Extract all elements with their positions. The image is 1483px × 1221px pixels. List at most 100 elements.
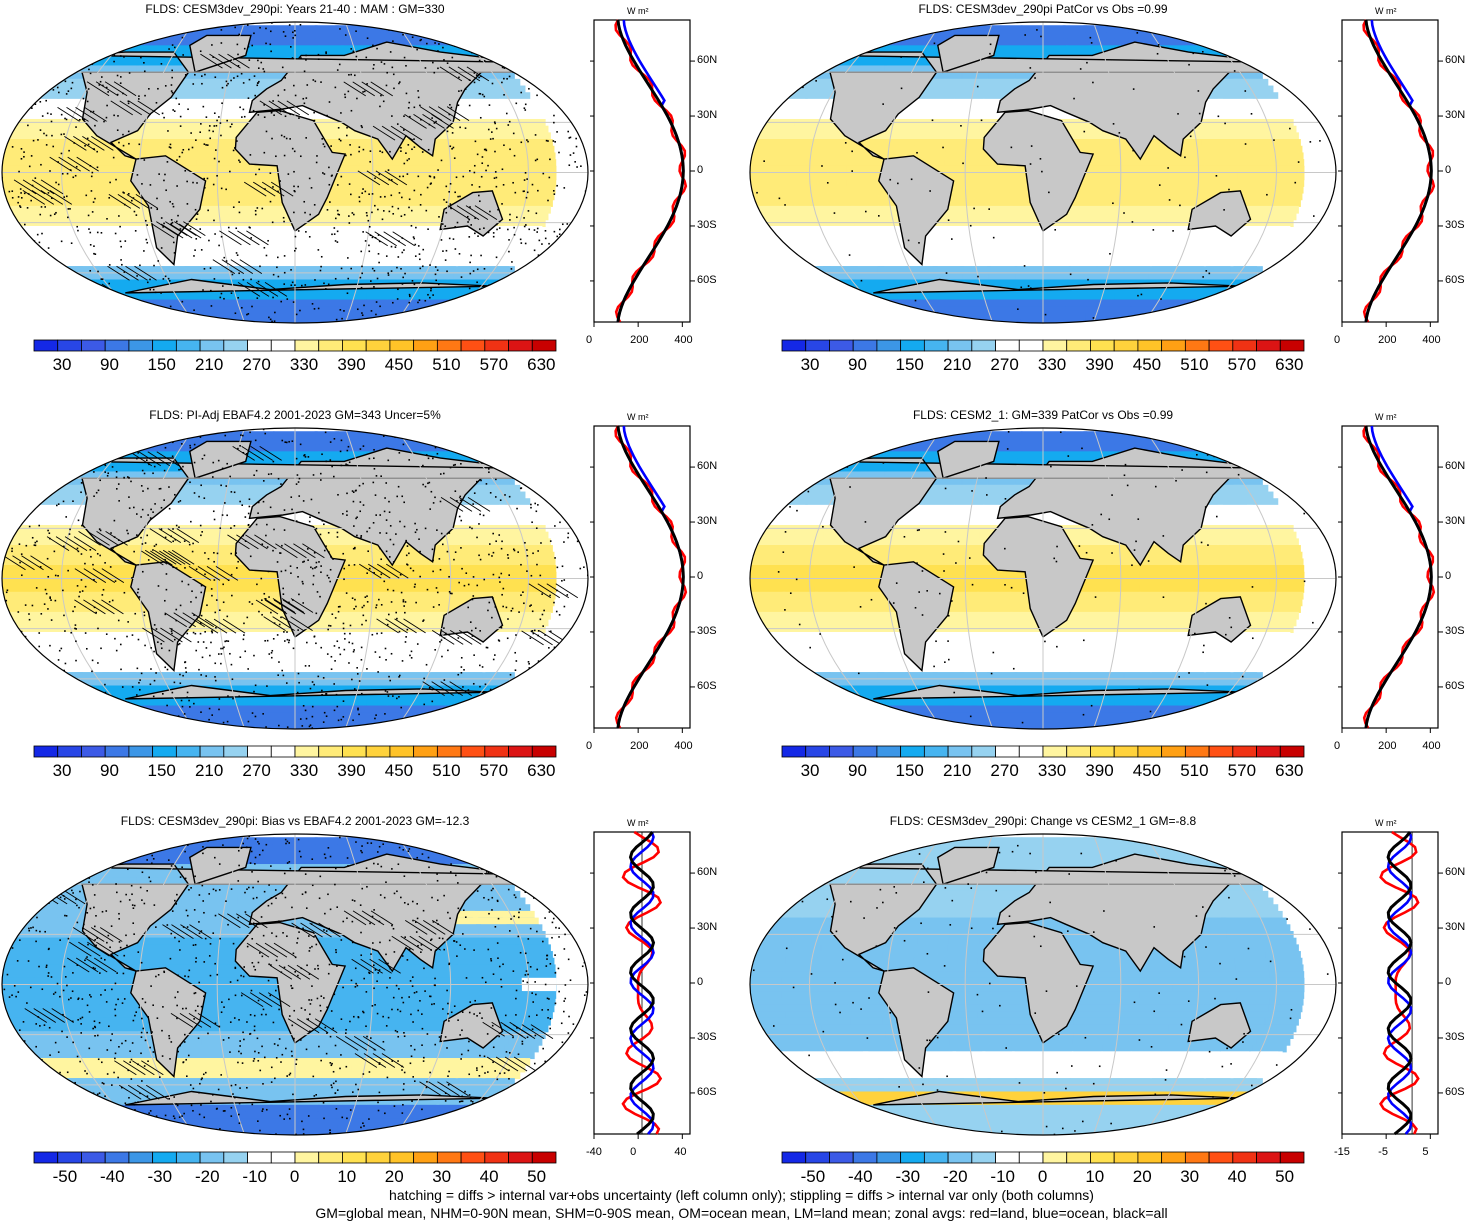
colorbar-swatch <box>247 339 272 352</box>
zonal-lat-tick: 60S <box>1445 273 1465 286</box>
colorbar-label: 10 <box>337 1167 357 1186</box>
colorbar-swatch <box>923 745 949 758</box>
colorbar-label: 270 <box>990 355 1019 374</box>
land-australia <box>1187 1002 1252 1049</box>
colorbar-swatch <box>460 745 486 758</box>
colorbar-swatch <box>971 1151 996 1164</box>
colorbar-swatch <box>1090 339 1115 352</box>
land-s-america <box>130 561 207 672</box>
land-australia <box>439 596 504 643</box>
land-n-america <box>820 863 1279 972</box>
colorbar-swatch <box>1113 339 1139 352</box>
colorbar-swatch <box>57 339 82 352</box>
colorbar-swatch <box>223 745 248 758</box>
colorbar-label: 450 <box>1132 761 1162 780</box>
colorbar-swatch <box>270 339 296 352</box>
map-field <box>2 428 588 729</box>
colorbar-swatch <box>1042 1151 1068 1164</box>
colorbar-label: 50 <box>1275 1167 1295 1186</box>
map-border <box>1 833 589 1136</box>
colorbar-swatch <box>1279 745 1305 758</box>
panel-title: FLDS: CESM3dev_290pi PatCor vs Obs =0.99 <box>918 2 1168 16</box>
colorbar-label: 630 <box>1275 355 1304 374</box>
colorbar-swatch <box>1042 745 1068 758</box>
colorbar-label: 20 <box>1132 1167 1152 1186</box>
land-s-america <box>878 967 955 1078</box>
colorbar-swatch <box>152 745 177 758</box>
colorbar-swatch <box>460 1151 486 1164</box>
colorbar-swatch <box>484 745 509 758</box>
land-australia <box>1187 190 1252 237</box>
colorbar-label: 0 <box>1037 1167 1048 1186</box>
colorbar-swatch <box>1018 1151 1044 1164</box>
colorbar-swatch <box>81 1151 106 1164</box>
colorbar-swatch <box>1184 339 1210 352</box>
colorbar-label: 330 <box>1037 355 1067 374</box>
colorbar-swatch <box>947 339 973 352</box>
footer-line-1: hatching = diffs > internal var+obs unce… <box>389 1187 1094 1203</box>
colorbar-swatch <box>1208 339 1234 352</box>
zonal-value-tick: 0 <box>586 740 593 752</box>
land-s-america <box>130 155 207 266</box>
colorbar-swatch <box>923 1151 949 1164</box>
panel-graphic <box>1 830 695 1164</box>
colorbar-swatch <box>365 1151 391 1164</box>
colorbar-label: -20 <box>194 1167 220 1186</box>
colorbar-swatch <box>1137 339 1163 352</box>
colorbar-swatch <box>947 745 973 758</box>
colorbar-swatch <box>318 1151 343 1164</box>
zonal-value-tick: -40 <box>586 1146 602 1158</box>
colorbar-swatch <box>900 339 925 352</box>
colorbar-label: 390 <box>1085 761 1114 780</box>
colorbar-swatch <box>199 339 225 352</box>
colorbar-swatch <box>1232 1151 1257 1164</box>
colorbar-swatch <box>81 339 106 352</box>
colorbar-swatch <box>413 1151 438 1164</box>
land-australia <box>439 1002 504 1049</box>
colorbar-label: 270 <box>242 761 271 780</box>
land-greenland <box>189 34 252 74</box>
land-n-america <box>72 51 531 160</box>
zonal-value-tick: 400 <box>674 334 693 346</box>
colorbar-label: 270 <box>990 761 1019 780</box>
colorbar-label: 210 <box>942 355 972 374</box>
colorbar-swatch <box>805 745 830 758</box>
colorbar-label: 30 <box>52 761 72 780</box>
colorbar-swatch <box>104 1151 130 1164</box>
colorbar-swatch <box>484 1151 509 1164</box>
map-panel-1: FLDS: CESM3dev_290pi: Years 21-40 : MAM … <box>0 0 735 400</box>
colorbar-label: -30 <box>147 1167 173 1186</box>
map-panel-5: FLDS: CESM3dev_290pi: Bias vs EBAF4.2 20… <box>0 812 735 1212</box>
zonal-lat-tick: 60N <box>1445 866 1466 879</box>
land-africa <box>982 109 1095 233</box>
colorbar-label: 390 <box>337 355 366 374</box>
colorbar-label: 30 <box>800 355 820 374</box>
zonal-unit: W m² <box>627 818 649 828</box>
land-africa <box>982 515 1095 639</box>
zonal-frame <box>593 425 691 729</box>
colorbar-swatch <box>876 1151 902 1164</box>
land-n-america <box>820 457 1279 566</box>
colorbar-swatch <box>318 745 343 758</box>
colorbar-swatch <box>995 745 1020 758</box>
colorbar-label: 570 <box>479 761 509 780</box>
colorbar-swatch <box>1256 1151 1281 1164</box>
colorbar-swatch <box>33 339 59 352</box>
colorbar-swatch <box>781 339 807 352</box>
colorbar-swatch <box>152 339 177 352</box>
zonal-line-all <box>1364 425 1433 729</box>
colorbar-swatch <box>1161 1151 1186 1164</box>
colorbar-swatch <box>947 1151 973 1164</box>
colorbar-swatch <box>342 339 367 352</box>
colorbar-label: 30 <box>1180 1167 1200 1186</box>
colorbar-label: 40 <box>1227 1167 1247 1186</box>
map-field <box>750 428 1336 729</box>
zonal-lat-tick: 0 <box>1445 164 1452 176</box>
land-africa <box>234 109 347 233</box>
zonal-value-tick: 200 <box>1378 334 1397 346</box>
zonal-line-all <box>1364 19 1433 323</box>
colorbar-label: 90 <box>100 355 119 374</box>
land-africa <box>234 515 347 639</box>
zonal-lat-tick: 60S <box>1445 1085 1465 1098</box>
panel-title: FLDS: CESM3dev_290pi: Bias vs EBAF4.2 20… <box>120 814 470 828</box>
